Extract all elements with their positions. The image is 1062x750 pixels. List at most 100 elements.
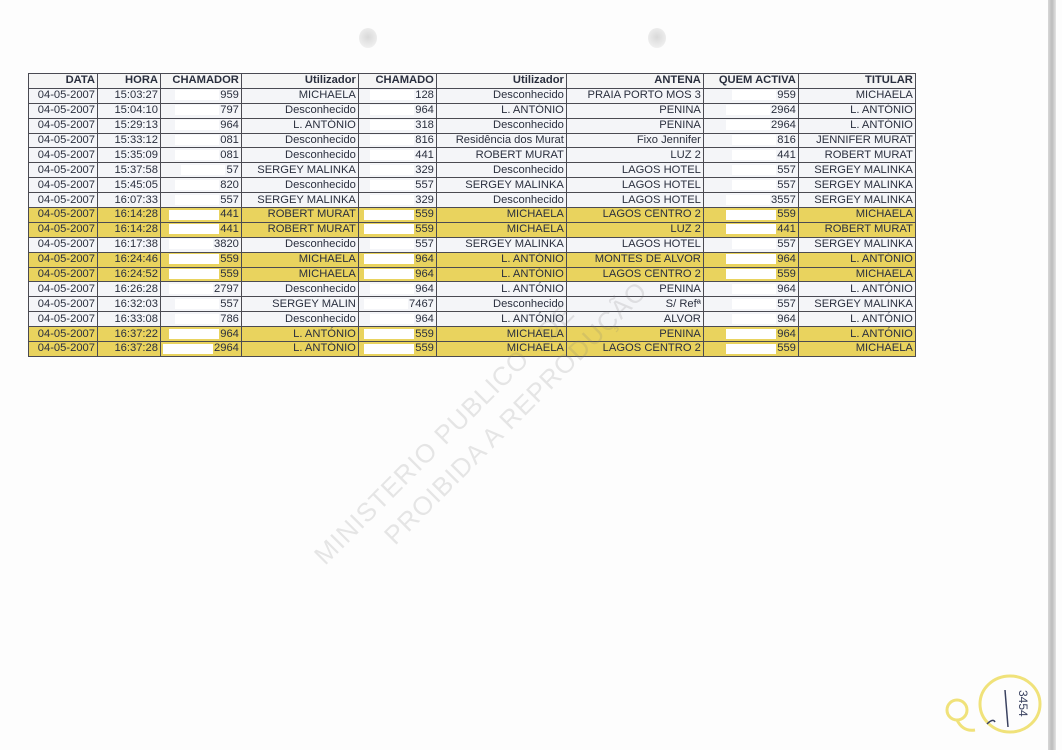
table-cell: 16:33:08 — [97, 311, 161, 328]
table-cell: ROBERT MURAT — [797, 221, 916, 238]
punch-hole-right — [648, 28, 666, 48]
table-cell: PENINA — [565, 281, 704, 298]
table-cell: LAGOS CENTRO 2 — [565, 207, 704, 223]
table-cell: 2964 — [160, 341, 242, 357]
phone-suffix: 557 — [220, 297, 239, 310]
phone-suffix: 559 — [777, 208, 796, 221]
table-cell: 559 — [702, 207, 799, 223]
redaction-mark — [169, 254, 220, 265]
phone-suffix: 559 — [220, 253, 239, 266]
table-cell: L. ANTÓNIO — [240, 117, 359, 134]
redaction-mark — [169, 328, 220, 339]
phone-suffix: 557 — [777, 297, 796, 310]
table-cell: 441 — [702, 147, 799, 164]
table-cell: 964 — [702, 281, 799, 298]
table-cell: Desconhecido — [435, 117, 567, 134]
table-cell: 2797 — [160, 281, 242, 298]
phone-suffix: 959 — [220, 89, 239, 102]
table-cell: 557 — [702, 236, 799, 253]
redaction-mark — [370, 164, 415, 175]
table-cell: 16:37:22 — [97, 326, 161, 343]
table-cell: 15:04:10 — [97, 102, 161, 119]
table-cell: 964 — [357, 281, 437, 298]
table-row: 04-05-2007 16:07:33 557 SERGEY MALINKA 329 De… — [28, 192, 916, 209]
redaction-mark — [364, 254, 415, 265]
table-cell: 15:33:12 — [97, 132, 161, 149]
table-cell: ALVOR — [565, 311, 704, 328]
table-cell: 04-05-2007 — [28, 236, 98, 253]
table-cell: Desconhecido — [240, 147, 359, 164]
phone-suffix: 559 — [777, 268, 796, 281]
table-cell: MICHAELA — [797, 87, 916, 104]
phone-suffix: 081 — [220, 134, 239, 146]
phone-suffix: 3557 — [771, 193, 796, 206]
redaction-mark — [175, 90, 220, 101]
table-cell: ROBERT MURAT — [240, 221, 359, 238]
table-cell: SERGEY MALINKA — [240, 192, 359, 209]
table-cell: 441 — [160, 221, 242, 238]
table-cell: L. ANTÓNIO — [435, 102, 567, 119]
table-cell: Desconhecido — [240, 281, 359, 298]
phone-suffix: 559 — [415, 208, 434, 221]
table-cell: LAGOS HOTEL — [565, 236, 704, 253]
table-cell: 441 — [702, 221, 799, 238]
table-cell: 128 — [357, 87, 437, 104]
table-cell: 820 — [160, 177, 242, 194]
table-row: 04-05-2007 16:17:38 3820 Desconhecido 557 SER… — [28, 236, 916, 253]
table-cell: 559 — [702, 341, 799, 357]
table-cell: 081 — [160, 147, 242, 164]
table-cell: Desconhecido — [240, 132, 359, 149]
table-cell: MICHAELA — [797, 266, 916, 283]
redaction-mark — [726, 254, 777, 265]
redaction-mark — [175, 120, 220, 131]
table-cell: SERGEY MALINKA — [435, 177, 567, 194]
redaction-mark — [726, 224, 777, 235]
table-cell: 786 — [160, 311, 242, 328]
table-cell: 04-05-2007 — [28, 251, 98, 268]
table-cell: L. ANTÓNIO — [435, 281, 567, 298]
table-cell: 04-05-2007 — [28, 326, 98, 343]
table-cell: 16:37:28 — [97, 341, 161, 357]
phone-suffix: 57 — [226, 163, 239, 176]
table-cell: JENNIFER MURAT — [797, 132, 916, 149]
handwritten-page-number: 3454 — [945, 674, 1042, 734]
table-cell: 559 — [702, 266, 799, 283]
table-cell: SERGEY MALIN — [240, 296, 359, 313]
redaction-mark — [175, 194, 220, 205]
table-cell: 04-05-2007 — [28, 221, 98, 238]
redaction-mark — [726, 343, 777, 354]
phone-suffix: 964 — [220, 327, 239, 340]
table-cell: 15:35:09 — [97, 147, 161, 164]
phone-suffix: 964 — [415, 312, 434, 325]
table-cell: 04-05-2007 — [28, 192, 98, 209]
redaction-mark — [364, 269, 415, 280]
page-edge — [1048, 0, 1056, 750]
table-cell: 964 — [160, 326, 242, 343]
table-cell: 04-05-2007 — [28, 177, 98, 194]
table-cell: 964 — [160, 117, 242, 134]
column-header: TITULAR — [797, 73, 916, 89]
table-cell: MICHAELA — [435, 341, 567, 357]
phone-suffix: 964 — [777, 282, 796, 295]
table-cell: 04-05-2007 — [28, 311, 98, 328]
table-cell: L. ANTÓNIO — [240, 326, 359, 343]
redaction-mark — [726, 194, 770, 205]
table-cell: 441 — [160, 207, 242, 223]
table-cell: 16:32:03 — [97, 296, 161, 313]
redaction-mark — [732, 90, 777, 101]
table-cell: 04-05-2007 — [28, 296, 98, 313]
redaction-mark — [370, 194, 415, 205]
table-cell: Desconhecido — [435, 192, 567, 209]
column-header: HORA — [97, 73, 161, 89]
phone-suffix: 964 — [777, 312, 796, 325]
table-cell: 2964 — [702, 117, 799, 134]
redaction-mark — [726, 328, 777, 339]
table-cell: L. ANTÓNIO — [797, 326, 916, 343]
table-row: 04-05-2007 16:37:22 964 L. ANTÓNIO 559 MICHAE… — [28, 326, 916, 343]
table-cell: SERGEY MALINKA — [797, 296, 916, 313]
phone-suffix: 128 — [415, 89, 434, 102]
redaction-mark — [732, 283, 777, 294]
redaction-mark — [163, 343, 213, 354]
phone-suffix: 318 — [415, 119, 434, 132]
table-cell: 559 — [357, 221, 437, 238]
